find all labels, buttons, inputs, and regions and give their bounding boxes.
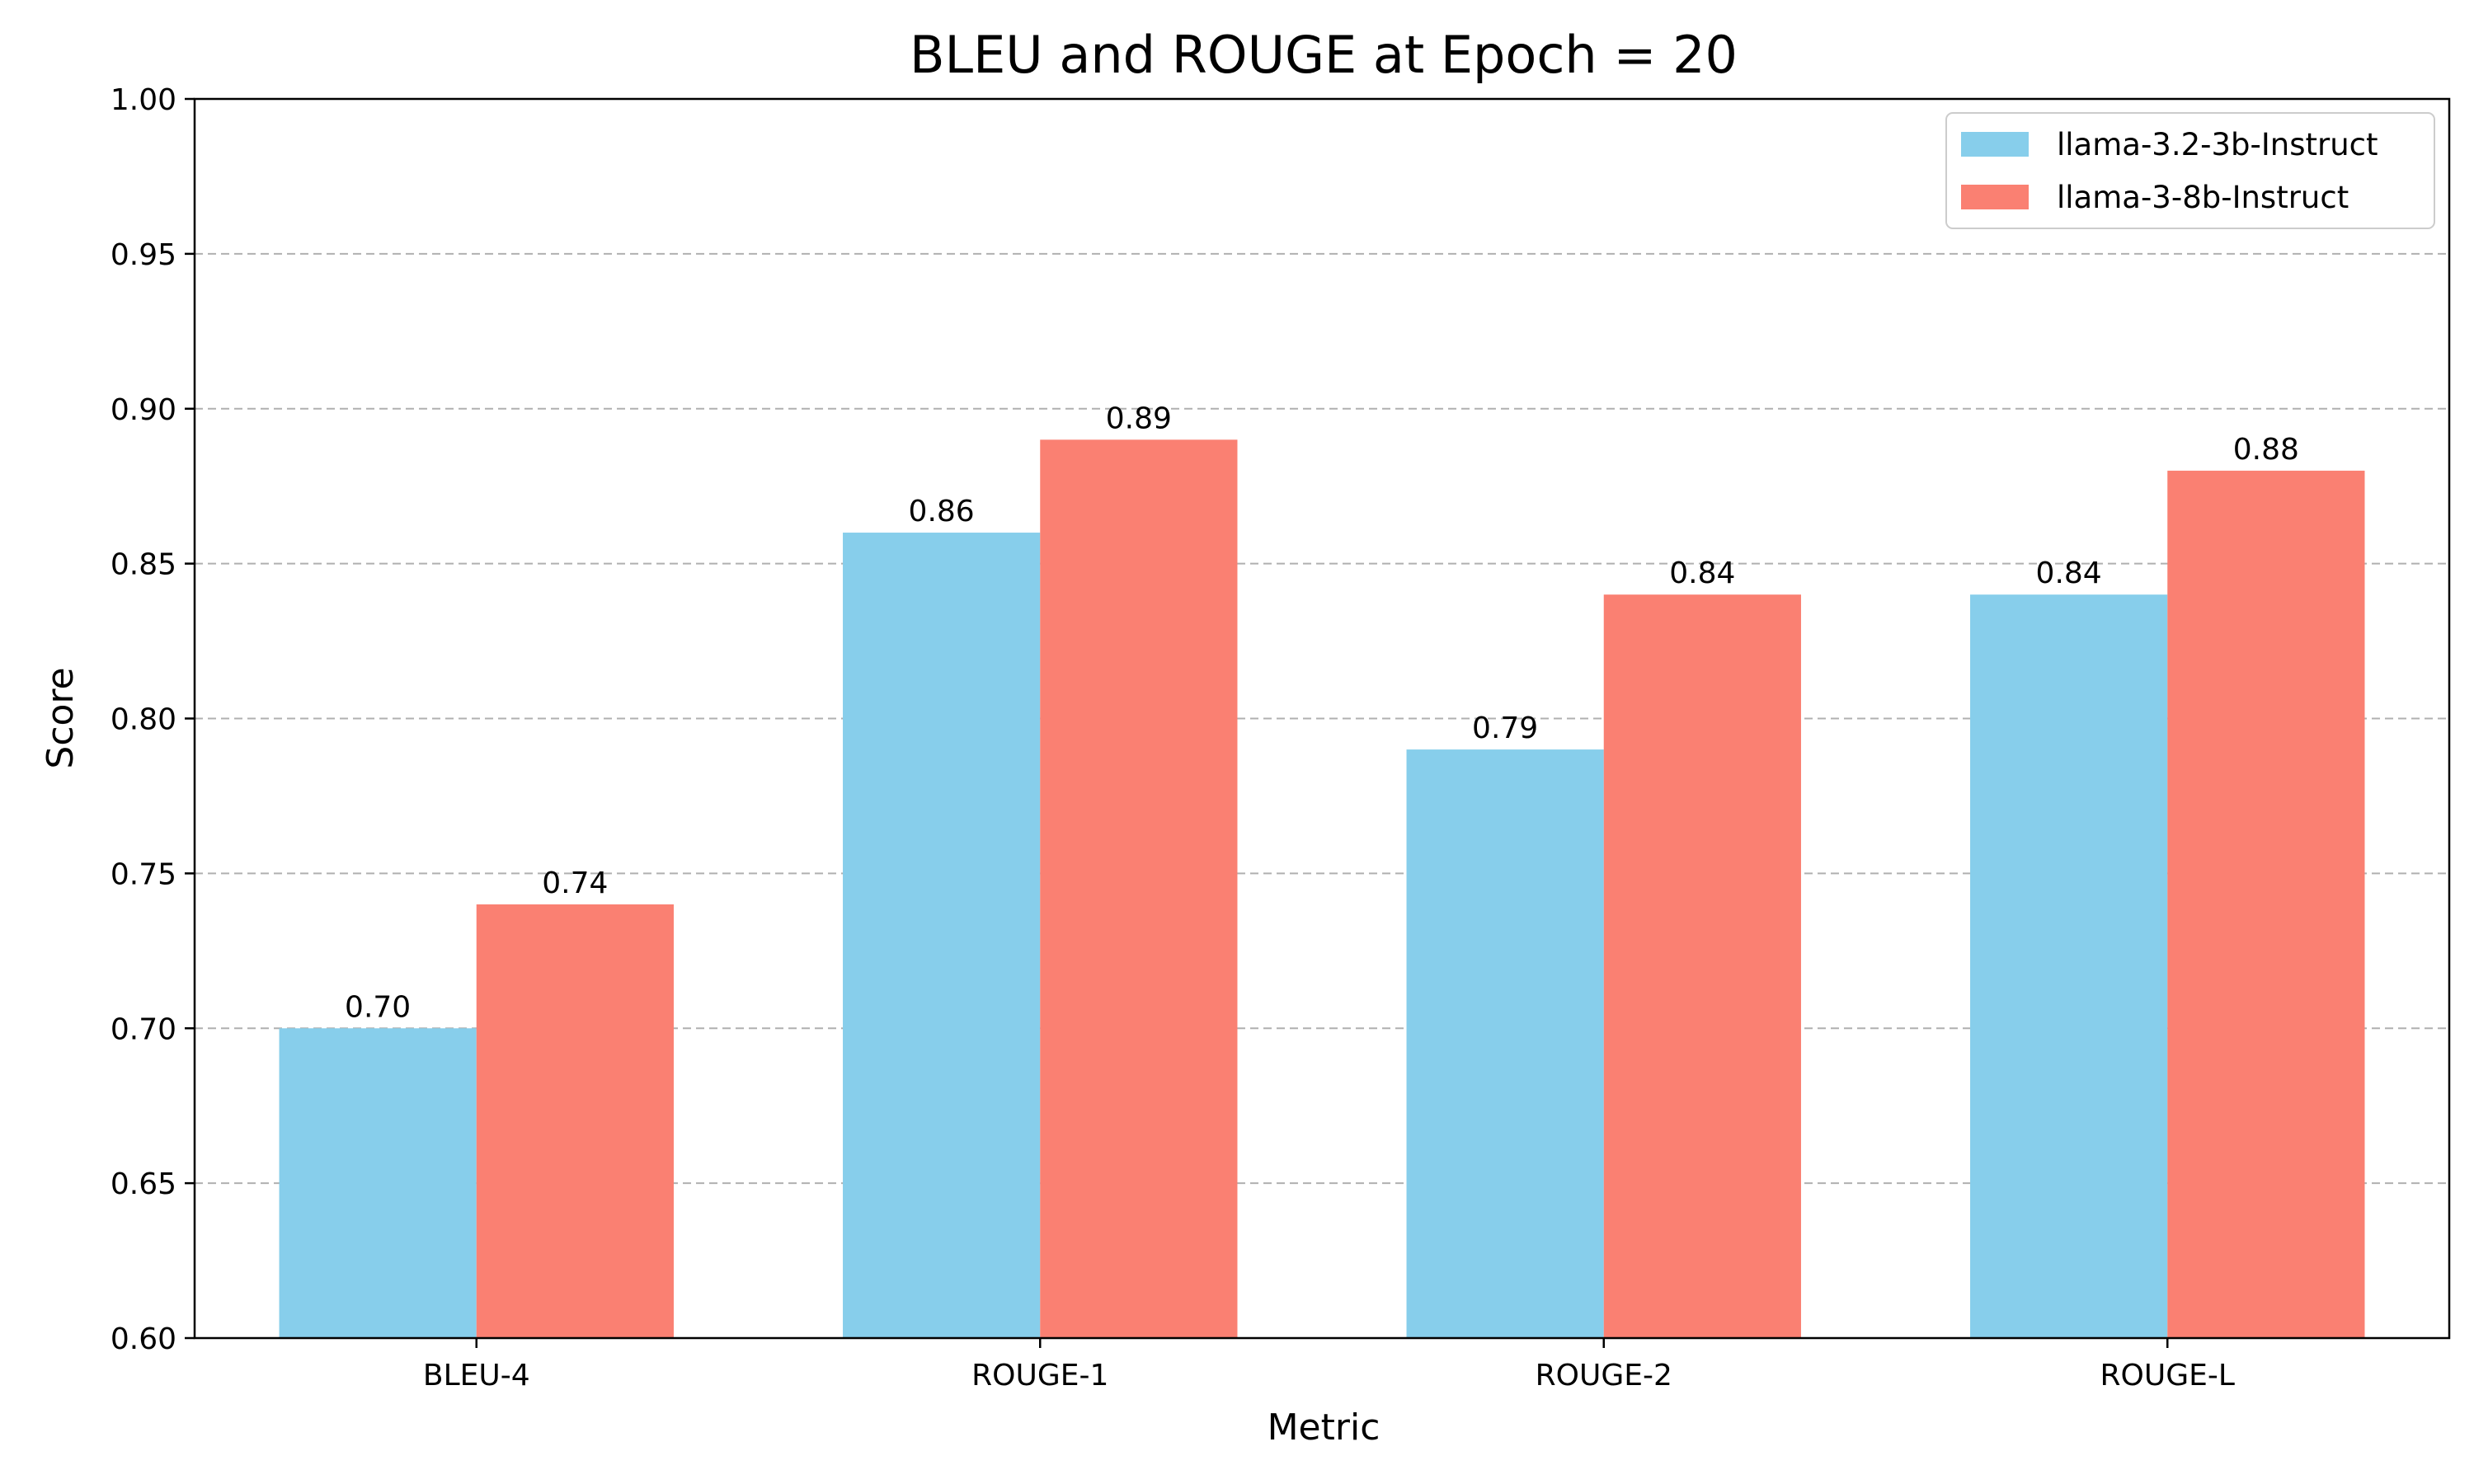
bar-value-label: 0.84 [1669, 556, 1735, 590]
bar-value-label: 0.86 [909, 495, 975, 528]
bar-value-label: 0.84 [2036, 556, 2102, 590]
bar-value-label: 0.74 [542, 866, 608, 900]
y-tick-label: 0.95 [111, 238, 176, 272]
bar-series-1-bleu-4 [279, 1028, 477, 1338]
y-axis-label: Score [40, 667, 82, 768]
legend-swatch-series-2 [1961, 185, 2029, 209]
y-tick-label: 0.65 [111, 1167, 176, 1201]
legend-swatch-series-1 [1961, 132, 2029, 157]
bar-series-2-rouge-1 [1040, 439, 1238, 1339]
y-tick-label: 0.60 [111, 1322, 176, 1356]
legend-box [1945, 112, 2435, 229]
y-tick-label: 0.70 [111, 1012, 176, 1046]
bar-series-2-bleu-4 [476, 904, 674, 1338]
bar-series-2-rouge-l [2167, 470, 2365, 1338]
y-axis-ticks: 0.60 0.65 0.70 0.75 0.80 0.85 0.90 0.95 1.00 [111, 83, 195, 1356]
y-tick-label: 0.90 [111, 393, 176, 427]
bar-series-1-rouge-2 [1406, 749, 1604, 1338]
y-tick-label: 0.80 [111, 703, 176, 737]
bars [279, 439, 2365, 1339]
bar-value-label: 0.89 [1106, 402, 1172, 435]
x-axis-label: Metric [1268, 1407, 1380, 1449]
bar-value-label: 0.70 [345, 990, 411, 1024]
x-tick-label: ROUGE-L [2100, 1359, 2235, 1392]
x-tick-label: ROUGE-2 [1536, 1359, 1672, 1392]
bar-value-labels: 0.70 0.86 0.79 0.84 0.74 0.89 0.84 0.88 [345, 402, 2299, 1024]
bar-series-1-rouge-l [1970, 594, 2168, 1338]
y-tick-label: 1.00 [111, 83, 176, 117]
chart-title: BLEU and ROUGE at Epoch = 20 [910, 25, 1738, 85]
x-axis-ticks: BLEU-4 ROUGE-1 ROUGE-2 ROUGE-L [423, 1338, 2235, 1392]
x-tick-label: BLEU-4 [423, 1359, 530, 1392]
y-tick-label: 0.75 [111, 857, 176, 891]
legend-label-series-2: llama-3-8b-Instruct [2057, 180, 2349, 215]
bar-value-label: 0.88 [2233, 433, 2299, 467]
bar-value-label: 0.79 [1472, 711, 1538, 745]
y-tick-label: 0.85 [111, 548, 176, 582]
legend: llama-3.2-3b-Instruct llama-3-8b-Instruc… [1945, 112, 2435, 229]
bar-series-2-rouge-2 [1603, 594, 1801, 1338]
bar-series-1-rouge-1 [843, 533, 1041, 1338]
x-tick-label: ROUGE-1 [971, 1359, 1108, 1392]
legend-label-series-1: llama-3.2-3b-Instruct [2057, 127, 2378, 162]
